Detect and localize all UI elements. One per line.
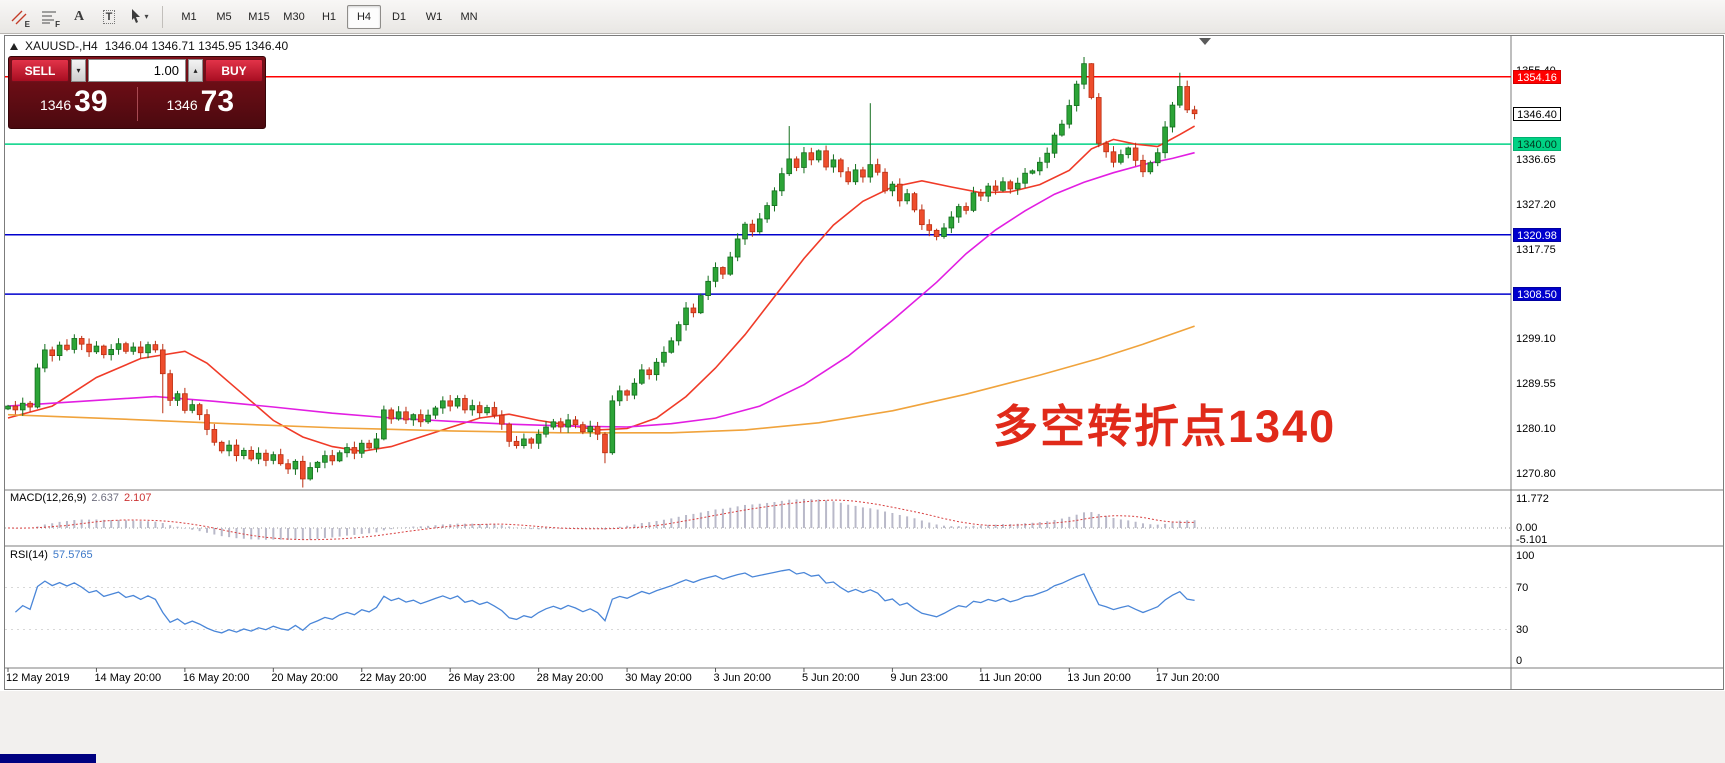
rsi-indicator-label: RSI(14) 57.5765 — [10, 549, 93, 561]
channel-tool-letter: E — [24, 19, 30, 29]
volume-up-button[interactable]: ▴ — [188, 59, 203, 82]
buy-price-base: 1346 — [166, 96, 198, 113]
toolbar-separator — [162, 5, 163, 28]
rsi-name: RSI(14) — [10, 549, 48, 561]
timeframe-button-h1[interactable]: H1 — [321, 10, 337, 23]
macd-main-value: 2.637 — [91, 492, 119, 504]
volume-down-button[interactable]: ▾ — [71, 59, 86, 82]
timeframe-button-h4[interactable]: H4 — [347, 4, 381, 29]
fibonacci-tool-button[interactable]: F — [35, 4, 63, 30]
one-click-trading-panel: SELL ▾ 1.00 ▴ BUY 1346 39 1346 73 — [8, 56, 266, 129]
chart-ohlc-line: XAUUSD-,H4 1346.04 1346.71 1345.95 1346.… — [10, 39, 288, 53]
timeframe-button-m1[interactable]: M1 — [181, 10, 197, 23]
price-divider — [136, 87, 138, 121]
timeframe-buttons: M1 M5 M15 M30 H1 H4 D1 W1 MN — [172, 4, 486, 29]
macd-indicator-label: MACD(12,26,9) 2.637 2.107 — [10, 492, 151, 504]
chart-window[interactable] — [4, 35, 1724, 690]
timeframe-button-m30[interactable]: M30 — [283, 10, 305, 23]
timeframe-button-w1[interactable]: W1 — [425, 10, 443, 23]
macd-signal-value: 2.107 — [123, 492, 152, 504]
equidistant-channel-icon — [11, 10, 27, 24]
ohlc-values: 1346.04 1346.71 1345.95 1346.40 — [104, 39, 289, 53]
chart-annotation-text: 多空转折点1340 — [993, 401, 1337, 452]
timeframe-button-m15[interactable]: M15 — [248, 10, 270, 23]
macd-name: MACD(12,26,9) — [10, 492, 87, 504]
buy-price-display[interactable]: 1346 73 — [138, 84, 264, 120]
buy-price-pips: 73 — [200, 84, 235, 118]
rsi-value: 57.5765 — [52, 549, 93, 561]
equidistant-channel-tool-button[interactable]: E — [5, 4, 33, 30]
fibonacci-icon — [42, 11, 56, 23]
timeframe-button-m5[interactable]: M5 — [216, 10, 232, 23]
text-label-tool-button[interactable]: T — [95, 4, 123, 30]
sell-price-base: 1346 — [39, 96, 72, 113]
sell-price-display[interactable]: 1346 39 — [11, 84, 137, 120]
minimized-chart-bar[interactable] — [0, 754, 96, 763]
fibonacci-tool-letter: F — [55, 19, 60, 29]
text-label-icon: T — [102, 9, 116, 24]
timeframe-button-mn[interactable]: MN — [460, 10, 478, 23]
top-toolbar: E F A T ▾ M1 M5 M15 M30 H1 H4 D1 W1 MN — [0, 0, 1725, 34]
sell-price-pips: 39 — [74, 84, 108, 118]
buy-button[interactable]: BUY — [205, 59, 263, 82]
trade-panel-toggle-icon[interactable] — [10, 42, 18, 50]
workspace-background — [0, 691, 1725, 763]
text-tool-button[interactable]: A — [73, 8, 85, 24]
symbol-title: XAUUSD-,H4 — [25, 39, 98, 53]
volume-input[interactable]: 1.00 — [88, 59, 186, 82]
arrow-cursor-icon — [132, 9, 141, 23]
arrows-tool-button[interactable]: ▾ — [125, 4, 153, 30]
sell-button[interactable]: SELL — [11, 59, 69, 82]
timeframe-button-d1[interactable]: D1 — [391, 10, 407, 23]
dropdown-caret-icon: ▾ — [144, 12, 149, 21]
